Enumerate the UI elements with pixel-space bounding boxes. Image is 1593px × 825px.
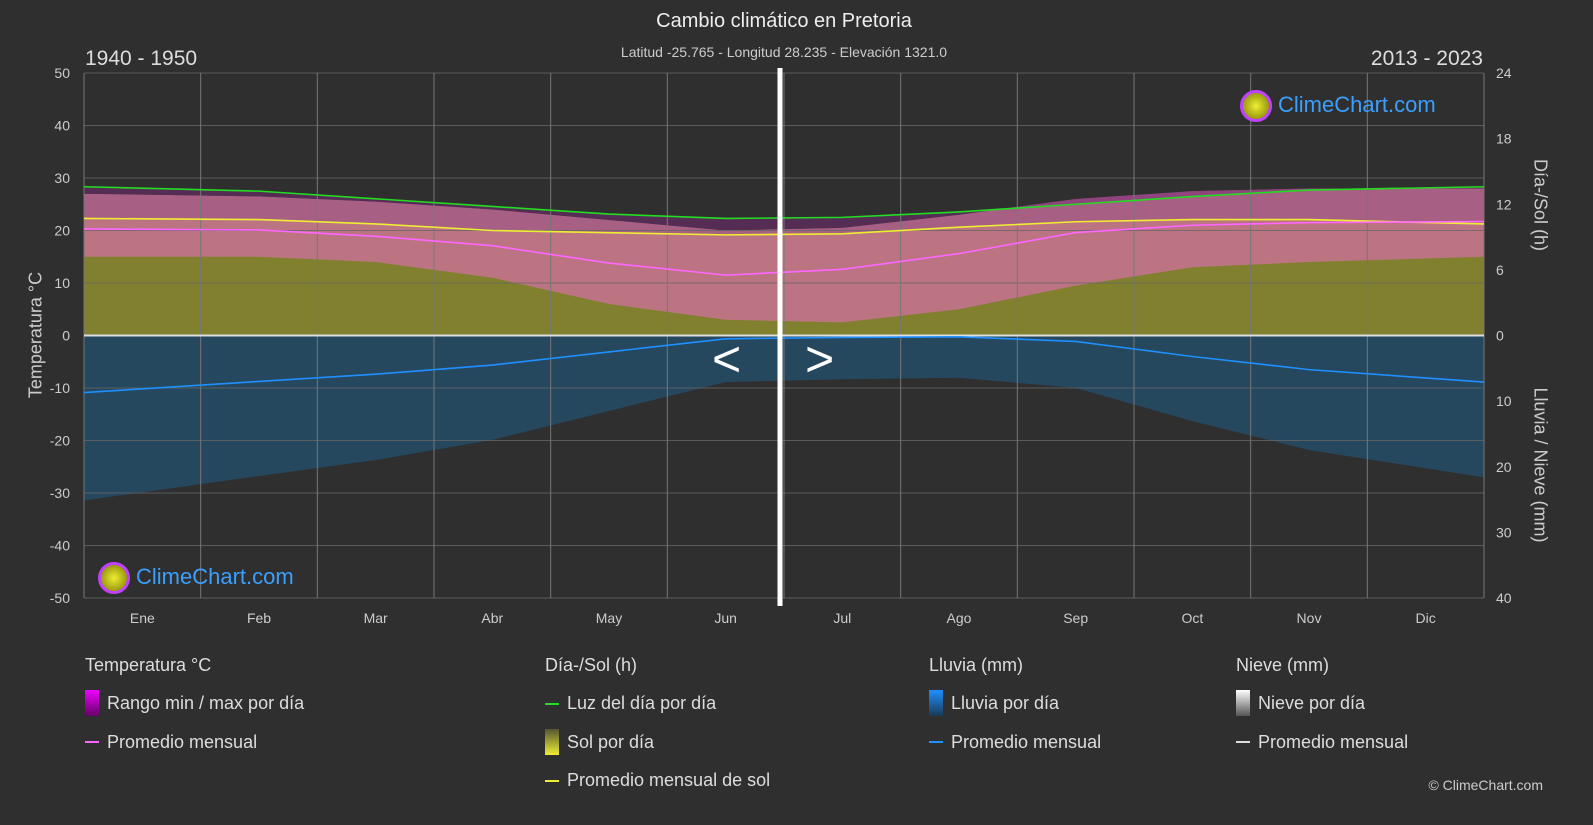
daylight-line (83, 185, 1485, 220)
right-bottom-tick-label: 10 (1496, 393, 1512, 409)
snow-swatch (1236, 690, 1250, 716)
left-tick-label: 40 (54, 118, 70, 134)
chart-subtitle: Latitud -25.765 - Longitud 28.235 - Elev… (620, 44, 948, 60)
left-tick-label: -40 (50, 538, 70, 554)
month-label: Abr (481, 610, 503, 626)
temp-avg-swatch (85, 741, 99, 743)
left-tick-label: 30 (54, 170, 70, 186)
month-label: Sep (1063, 610, 1088, 626)
sun-avg-line (83, 217, 1485, 236)
copyright: © ClimeChart.com (1428, 777, 1543, 793)
logo-bottom[interactable]: ClimeChart.com (98, 562, 294, 594)
right-bottom-tick-label: 20 (1496, 459, 1512, 475)
plot-area: -50 -40 -30 -20 -10 0 10 20 30 40 50 24 18 12 6 0 10 20 30… (50, 65, 1512, 626)
legend-snow-avg: Promedio mensual (1258, 732, 1409, 752)
month-label: Mar (364, 610, 388, 626)
month-label: Jun (714, 610, 737, 626)
right-axis-top-label: Día-/Sol (h) (1530, 158, 1551, 252)
logo-icon (1240, 90, 1272, 122)
right-top-tick-label: 24 (1496, 65, 1512, 81)
right-top-tick-label: 18 (1496, 131, 1512, 147)
month-label: Ago (947, 610, 972, 626)
logo-icon (98, 562, 130, 594)
month-label: May (596, 610, 622, 626)
left-tick-label: 0 (62, 328, 70, 344)
right-axis-bottom-label: Lluvia / Nieve (mm) (1530, 387, 1551, 543)
rain-swatch (929, 690, 943, 716)
right-bottom-tick-label: 30 (1496, 524, 1512, 540)
legend-snow-title: Nieve (mm) (1236, 655, 1329, 675)
logo-text: ClimeChart.com (1278, 91, 1436, 117)
left-tick-label: 20 (54, 223, 70, 239)
legend-sun-title: Día-/Sol (h) (545, 655, 638, 675)
chart-title: Cambio climático en Pretoria (656, 10, 912, 32)
left-axis-label: Temperatura °C (25, 271, 46, 399)
right-top-tick-label: 12 (1496, 196, 1512, 212)
logo-text: ClimeChart.com (136, 563, 294, 589)
daylight-swatch (545, 703, 559, 705)
month-label: Feb (247, 610, 271, 626)
logo-top[interactable]: ClimeChart.com (1240, 90, 1436, 122)
sun-avg-swatch (545, 780, 559, 782)
legend-rain-avg: Promedio mensual (951, 732, 1102, 752)
legend-snow: Nieve por día (1258, 693, 1366, 713)
sun-swatch (545, 729, 559, 755)
legend-temp-title: Temperatura °C (85, 655, 212, 675)
period-left: 1940 - 1950 (85, 47, 198, 70)
right-bottom-tick-label: 40 (1496, 590, 1512, 606)
month-label: Jul (833, 610, 851, 626)
prev-arrow-button[interactable]: < (712, 331, 742, 387)
month-label: Ene (130, 610, 155, 626)
month-label: Nov (1297, 610, 1322, 626)
legend-sun: Sol por día (567, 732, 655, 752)
period-right: 2013 - 2023 (1370, 47, 1483, 70)
month-label: Oct (1181, 610, 1203, 626)
left-tick-label: -30 (50, 485, 70, 501)
month-label: Dic (1416, 610, 1436, 626)
left-tick-label: 10 (54, 275, 70, 291)
legend-daylight: Luz del día por día (567, 693, 717, 713)
legend-sun-avg: Promedio mensual de sol (567, 770, 771, 790)
snow-avg-swatch (1236, 741, 1250, 743)
left-tick-label: 50 (54, 65, 70, 81)
legend-temp-range: Rango min / max por día (107, 693, 305, 713)
left-tick-label: -10 (50, 380, 70, 396)
right-top-tick-label: 0 (1496, 328, 1504, 344)
next-arrow-button[interactable]: > (805, 331, 835, 387)
legend-temp-avg: Promedio mensual (107, 732, 258, 752)
rain-avg-line (83, 336, 1485, 394)
left-tick-label: -50 (50, 590, 70, 606)
right-top-tick-label: 6 (1496, 262, 1504, 278)
rain-avg-swatch (929, 741, 943, 743)
legend-rain-title: Lluvia (mm) (929, 655, 1024, 675)
legend-rain: Lluvia por día (951, 693, 1060, 713)
temp-avg-line (83, 220, 1485, 276)
temp-range-swatch (85, 690, 99, 716)
left-tick-label: -20 (50, 433, 70, 449)
